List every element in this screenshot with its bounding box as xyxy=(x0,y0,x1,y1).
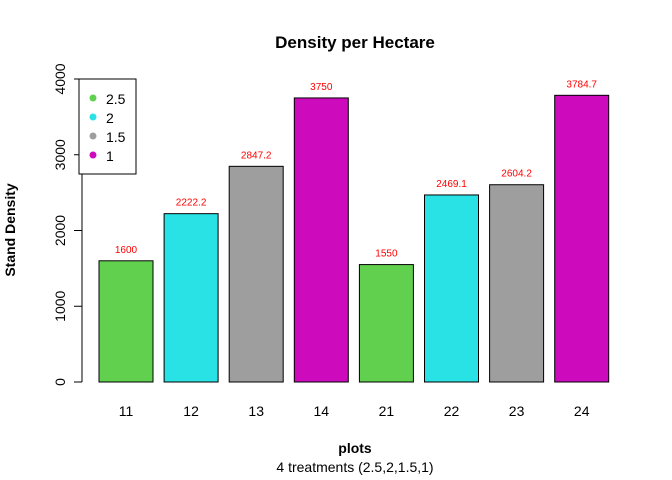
x-tick-label: 24 xyxy=(574,403,590,419)
x-tick-label: 12 xyxy=(183,403,199,419)
y-tick-label: 0 xyxy=(52,378,68,386)
legend-label: 2.5 xyxy=(106,91,126,107)
chart-subtitle: 4 treatments (2.5,2,1.5,1) xyxy=(276,459,433,475)
legend-label: 1 xyxy=(106,148,114,164)
bar xyxy=(98,260,154,383)
data-label: 2222.2 xyxy=(176,198,207,209)
legend-swatch-1-5 xyxy=(89,132,97,140)
bar xyxy=(228,165,284,383)
legend: 2.5 2 1.5 1 xyxy=(78,78,137,175)
bar xyxy=(489,184,545,383)
data-label: 3750 xyxy=(310,82,333,93)
bar xyxy=(293,97,349,383)
legend-swatch-2-5 xyxy=(89,94,97,102)
y-tick-label: 1000 xyxy=(52,290,68,321)
legend-swatch-2 xyxy=(89,113,97,121)
data-label: 2469.1 xyxy=(436,179,467,190)
data-label: 3784.7 xyxy=(566,79,597,90)
data-label: 1600 xyxy=(115,245,138,256)
x-tick-label: 22 xyxy=(444,403,460,419)
y-axis-title: Stand Density xyxy=(2,183,18,277)
y-tick-label: 3000 xyxy=(52,139,68,170)
data-label: 2604.2 xyxy=(501,169,532,180)
x-axis-title: plots xyxy=(338,440,372,456)
bars xyxy=(98,94,610,383)
legend-label: 1.5 xyxy=(106,129,126,145)
data-label: 2847.2 xyxy=(241,150,272,161)
data-label: 1550 xyxy=(375,249,398,260)
x-tick-label: 21 xyxy=(379,403,395,419)
x-tick-label: 14 xyxy=(314,403,330,419)
data-labels: 1600 2222.2 2847.2 3750 1550 2469.1 2604.2 3784… xyxy=(115,79,598,259)
chart-title: Density per Hectare xyxy=(275,33,435,52)
x-tick-label: 13 xyxy=(248,403,264,419)
bar xyxy=(163,213,219,383)
bar xyxy=(424,194,479,383)
y-tick-label: 4000 xyxy=(52,63,68,94)
legend-box xyxy=(78,78,137,175)
legend-swatch-1 xyxy=(89,151,97,159)
x-tick-label: 11 xyxy=(119,403,134,419)
x-tick-label: 23 xyxy=(509,403,525,419)
x-tick-labels: 11 12 13 14 21 22 23 24 xyxy=(119,403,590,419)
y-axis: 0 1000 2000 3000 4000 xyxy=(52,63,83,386)
legend-label: 2 xyxy=(106,110,114,126)
y-tick-label: 2000 xyxy=(52,215,68,246)
bar xyxy=(358,264,414,383)
bar xyxy=(554,94,610,383)
